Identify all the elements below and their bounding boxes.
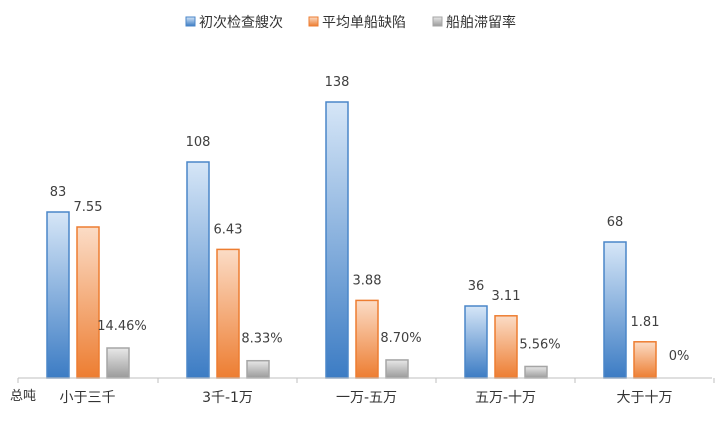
legend-label: 船舶滞留率 (446, 14, 516, 31)
data-label: 8.70% (380, 331, 421, 346)
data-label: 108 (186, 135, 211, 150)
bar-3 (385, 359, 409, 379)
bars (46, 101, 657, 379)
legend-swatch (185, 16, 196, 27)
bar-3 (106, 347, 130, 379)
data-label: 6.43 (214, 222, 243, 237)
bar-2 (216, 248, 240, 379)
data-label: 3.11 (492, 289, 521, 304)
bar-3 (246, 359, 270, 379)
legend-label: 初次检查艘次 (199, 14, 283, 31)
data-label: 14.46% (97, 319, 147, 334)
data-label: 8.33% (241, 332, 282, 347)
data-label: 3.88 (353, 273, 382, 288)
bar-1 (46, 211, 70, 379)
bar-2 (494, 315, 518, 379)
data-label: 83 (50, 185, 67, 200)
category-label: 五万-十万 (475, 390, 536, 406)
data-labels: 83 7.55 14.46% 108 6.43 8.33% 138 3.88 8.70% 36 3.… (50, 75, 690, 364)
legend-label: 平均单船缺陷 (322, 15, 406, 31)
legend: 初次检查艘次 平均单船缺陷 船舶滞留率 (185, 14, 516, 31)
category-label: 大于十万 (617, 390, 673, 406)
x-axis-title: 总吨 (10, 389, 36, 404)
data-label: 138 (325, 75, 350, 90)
bar-3 (524, 365, 548, 379)
category-label: 3千-1万 (202, 390, 253, 406)
bar-1 (325, 101, 349, 379)
x-axis-ticks (17, 378, 715, 383)
bar-2 (76, 226, 100, 379)
bar-2 (355, 299, 379, 379)
legend-swatch (308, 16, 319, 27)
bar-1 (603, 241, 627, 379)
data-label: 36 (468, 279, 485, 294)
bar-1 (186, 161, 210, 379)
data-label: 7.55 (74, 200, 103, 215)
category-label: 小于三千 (60, 390, 116, 406)
bar-1 (464, 305, 488, 379)
legend-swatch (432, 16, 443, 27)
data-label: 68 (607, 215, 624, 230)
data-label: 0% (669, 349, 690, 364)
data-label: 5.56% (519, 337, 560, 352)
category-label: 一万-五万 (336, 390, 397, 406)
bar-2 (633, 341, 657, 379)
category-labels: 小于三千 3千-1万 一万-五万 五万-十万 大于十万 (60, 390, 673, 406)
data-label: 1.81 (631, 315, 660, 330)
